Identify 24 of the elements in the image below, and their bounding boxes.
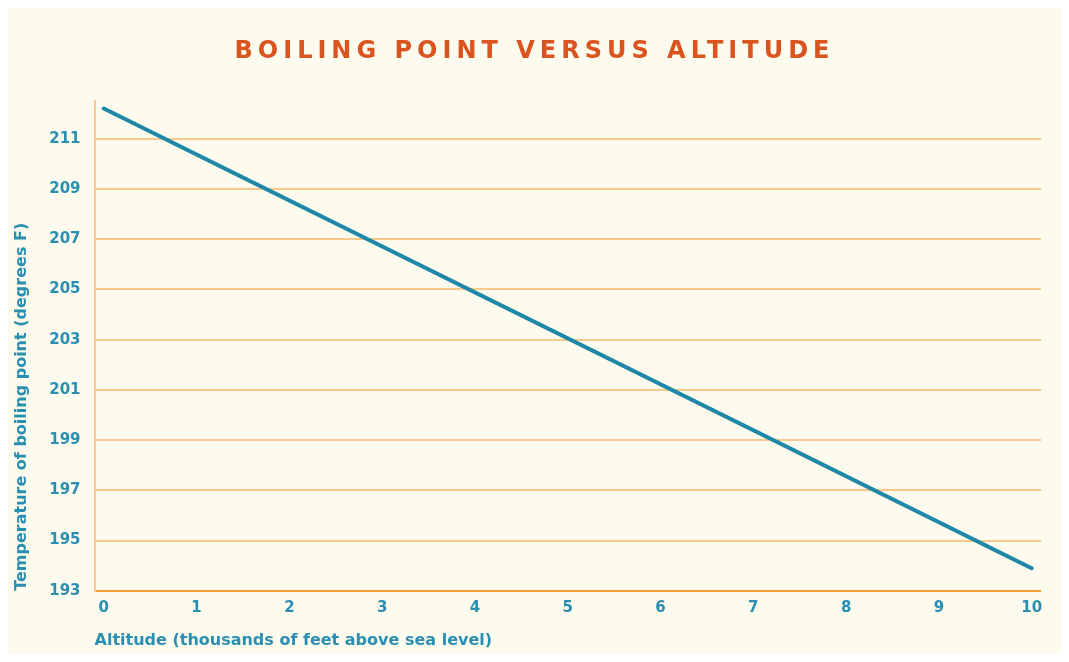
y-tick-label: 207 xyxy=(49,229,81,248)
y-tick-label: 199 xyxy=(49,429,81,448)
x-tick-label: 1 xyxy=(191,597,202,616)
y-tick-label: 205 xyxy=(49,279,81,298)
y-axis-title: Temperature of boiling point (degrees F) xyxy=(10,222,30,591)
chart-title: BOILING POINT VERSUS ALTITUDE xyxy=(233,35,836,66)
y-tick-label: 201 xyxy=(49,379,81,398)
x-tick-label: 4 xyxy=(469,597,481,616)
x-tick-label: 5 xyxy=(562,597,573,616)
x-tick-label: 9 xyxy=(933,597,945,616)
y-tick-label: 209 xyxy=(49,178,81,197)
y-tick-label: 211 xyxy=(49,128,81,147)
x-axis-title: Altitude (thousands of feet above sea level) xyxy=(94,629,493,649)
x-tick-label: 8 xyxy=(840,597,852,616)
y-tick-label: 197 xyxy=(49,480,81,499)
x-tick-label: 10 xyxy=(1021,597,1043,616)
x-tick-label: 0 xyxy=(98,597,110,616)
x-tick-label: 3 xyxy=(376,597,388,616)
y-tick-label: 203 xyxy=(49,329,81,348)
x-tick-label: 6 xyxy=(655,597,666,616)
y-tick-label: 193 xyxy=(49,580,81,599)
x-tick-label: 7 xyxy=(748,597,759,616)
y-tick-label: 195 xyxy=(49,530,81,549)
x-tick-label: 2 xyxy=(284,597,295,616)
